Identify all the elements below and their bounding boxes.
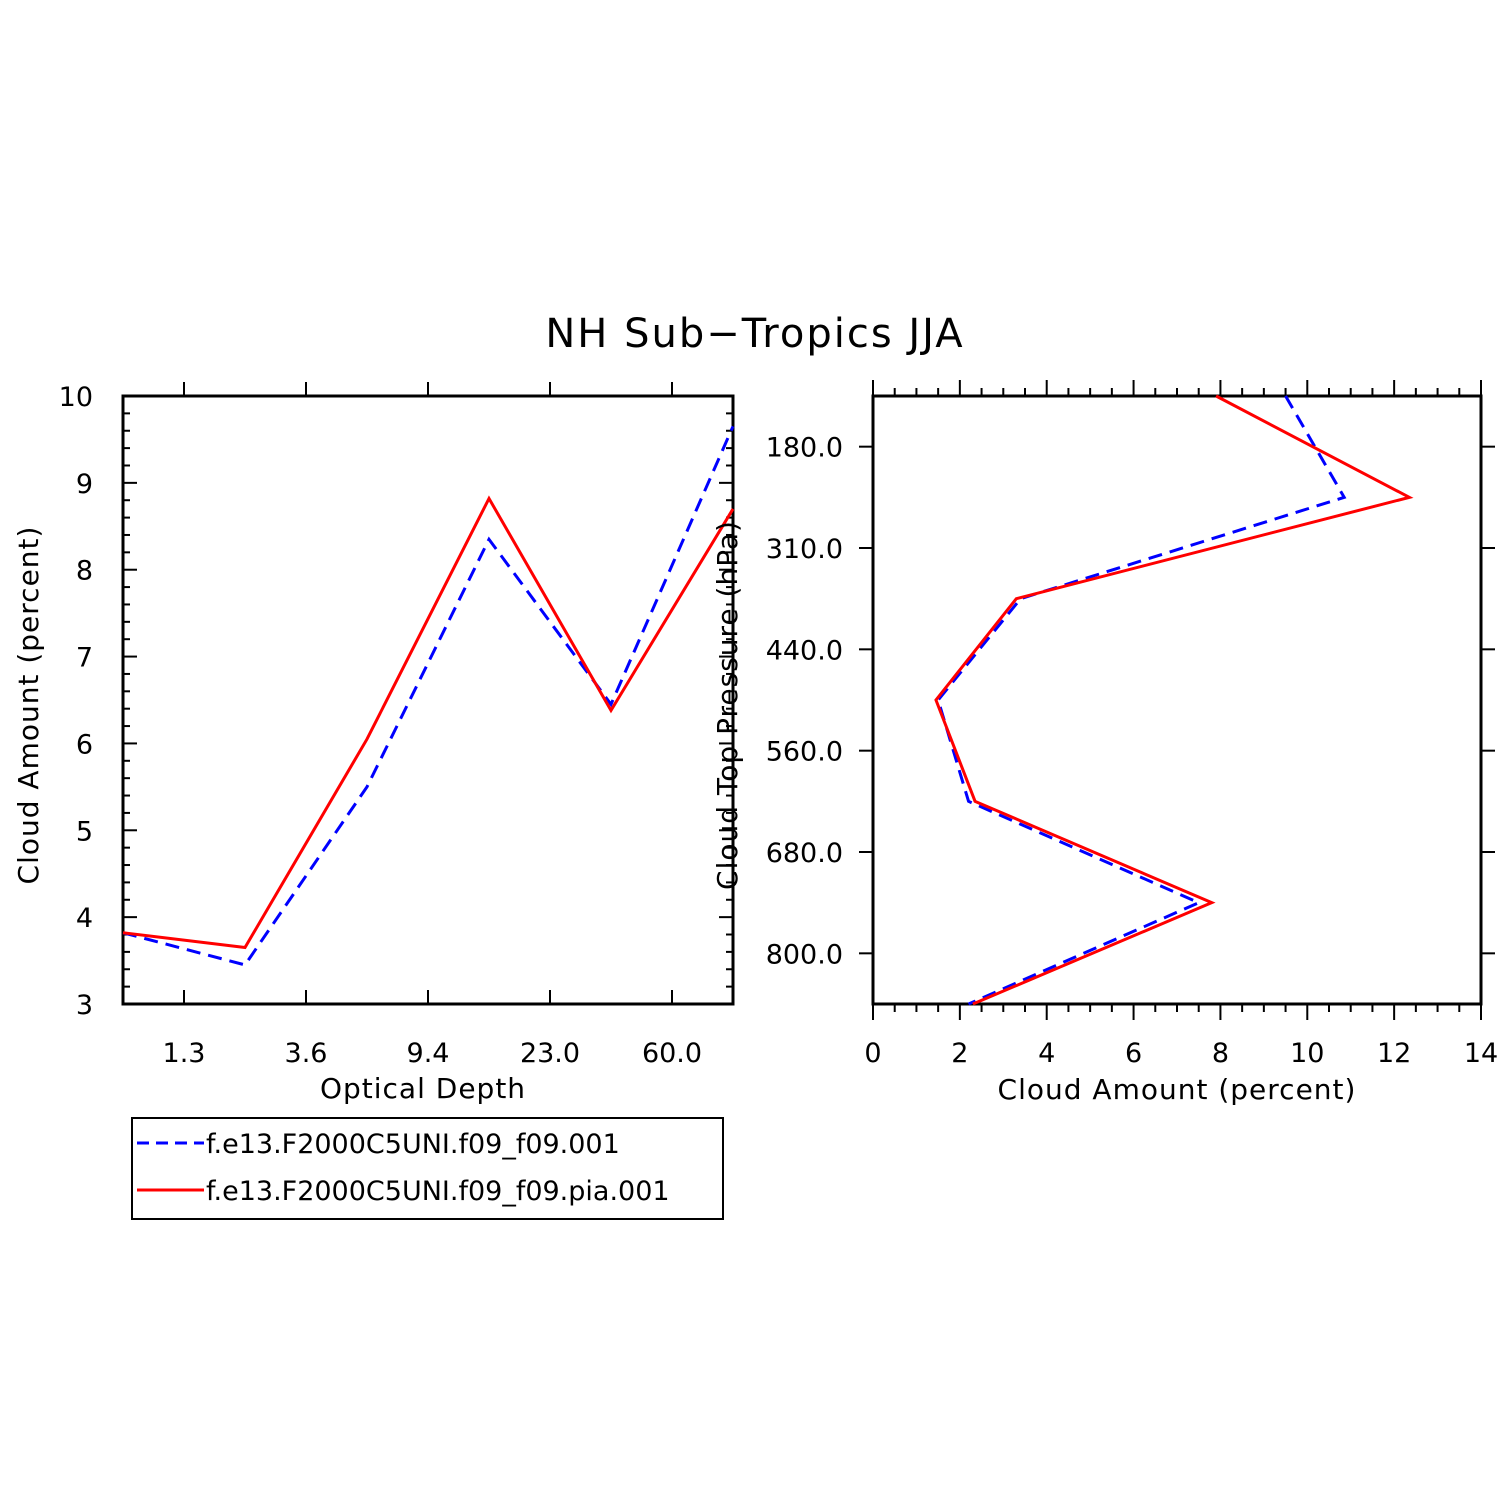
x-tick-label: 2 [951,1038,968,1069]
y-tick-label: 5 [76,816,93,847]
x-tick-label: 60.0 [642,1038,702,1069]
y-tick-label: 310.0 [766,534,843,565]
figure-title: NH Sub−Tropics JJA [545,311,964,357]
x-tick-label: 0 [864,1038,881,1069]
x-axis-label: Cloud Amount (percent) [998,1073,1357,1106]
series-line-a [936,395,1347,1006]
y-tick-label: 440.0 [766,635,843,666]
x-tick-label: 12 [1377,1038,1411,1069]
series-line-b [122,495,735,950]
x-tick-label: 4 [1038,1038,1055,1069]
legend: f.e13.F2000C5UNI.f09_f09.001 f.e13.F2000… [131,1117,724,1220]
y-tick-label: 7 [76,643,93,674]
x-tick-label: 8 [1212,1038,1229,1069]
y-tick-label: 680.0 [766,838,843,869]
y-tick-label: 6 [76,729,93,760]
plot-frame [121,394,735,1006]
optical-depth-chart: 3 4 5 6 7 8 9 10 1.3 3.6 9.4 23.0 60.0 Optical Depth C… [12,382,735,1105]
y-axis-label: Cloud Top Pressure (hPa) [711,520,744,890]
y-tick-label: 8 [76,556,93,587]
x-tick-label: 1.3 [163,1038,206,1069]
y-axis-label: Cloud Amount (percent) [12,526,45,885]
legend-box [131,1117,724,1220]
y-tick-label: 10 [59,382,93,413]
y-tick-label: 4 [76,903,93,934]
x-tick-label: 14 [1464,1038,1498,1069]
y-tick-label: 3 [76,990,93,1021]
y-tick-label: 800.0 [766,939,843,970]
x-tick-label: 3.6 [285,1038,328,1069]
pressure-chart: 0 2 4 6 8 10 12 14 180.0 310.0 440.0 560.0 680.0 800.… [711,380,1498,1106]
x-tick-label: 23.0 [520,1038,580,1069]
y-tick-label: 180.0 [766,433,843,464]
y-tick-label: 560.0 [766,737,843,768]
legend-label-series-b: f.e13.F2000C5UNI.f09_f09.pia.001 [206,1176,670,1207]
x-tick-label: 10 [1290,1038,1324,1069]
legend-label-series-a: f.e13.F2000C5UNI.f09_f09.001 [206,1129,620,1160]
x-tick-label: 6 [1125,1038,1142,1069]
y-tick-label: 9 [76,469,93,500]
x-axis-label: Optical Depth [320,1072,526,1105]
series-line-a [122,425,735,967]
x-tick-label: 9.4 [407,1038,450,1069]
